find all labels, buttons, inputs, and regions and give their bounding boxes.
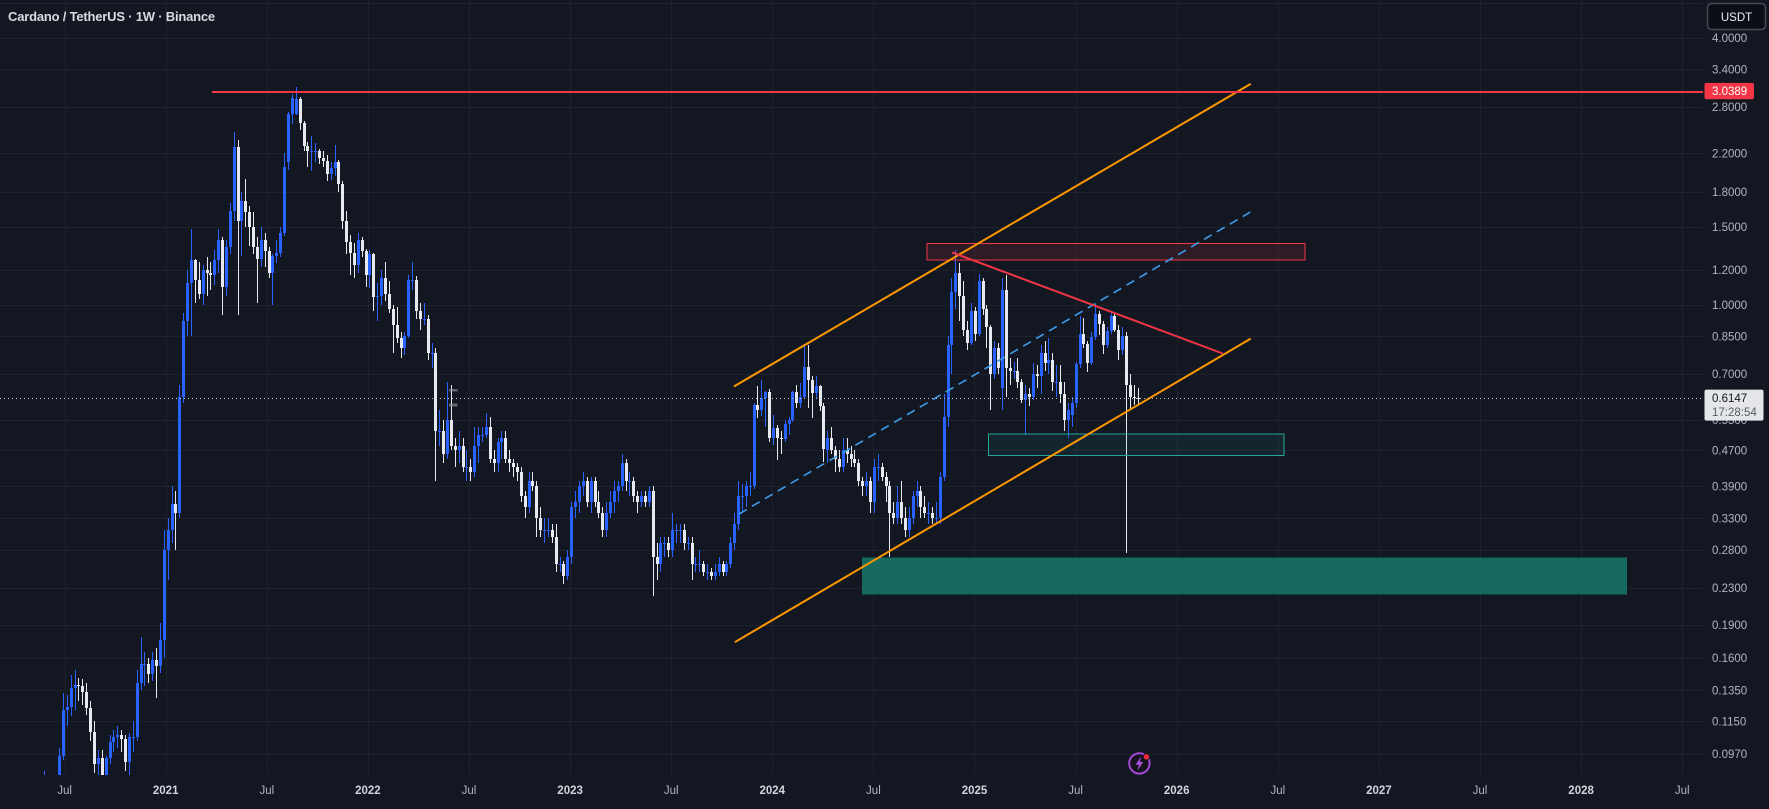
svg-text:Jul: Jul	[259, 785, 274, 797]
svg-text:0.1150: 0.1150	[1712, 716, 1746, 728]
svg-text:2022: 2022	[355, 785, 381, 797]
svg-text:Jul: Jul	[462, 785, 477, 797]
svg-text:2028: 2028	[1568, 785, 1594, 797]
svg-text:Jul: Jul	[664, 785, 679, 797]
svg-text:0.1900: 0.1900	[1712, 620, 1747, 632]
svg-text:2025: 2025	[962, 785, 988, 797]
svg-text:17:28:54: 17:28:54	[1712, 407, 1757, 419]
svg-text:Jul: Jul	[1473, 785, 1488, 797]
svg-text:0.8500: 0.8500	[1712, 331, 1747, 343]
svg-text:Jul: Jul	[866, 785, 881, 797]
svg-text:2021: 2021	[153, 785, 179, 797]
svg-text:0.3900: 0.3900	[1712, 481, 1747, 493]
svg-text:2.8000: 2.8000	[1712, 102, 1747, 114]
svg-text:0.3300: 0.3300	[1712, 514, 1747, 526]
svg-text:Jul: Jul	[1068, 785, 1083, 797]
svg-text:1.5000: 1.5000	[1712, 222, 1747, 234]
svg-text:2026: 2026	[1164, 785, 1190, 797]
svg-text:Jul: Jul	[1675, 785, 1690, 797]
svg-text:USDT: USDT	[1721, 12, 1752, 24]
svg-text:0.4700: 0.4700	[1712, 445, 1747, 457]
svg-text:Cardano / TetherUS · 1W · Bina: Cardano / TetherUS · 1W · Binance	[8, 9, 215, 24]
svg-text:2024: 2024	[760, 785, 786, 797]
svg-text:1.8000: 1.8000	[1712, 187, 1747, 199]
svg-text:2.2000: 2.2000	[1712, 148, 1747, 160]
svg-text:0.1600: 0.1600	[1712, 653, 1747, 665]
svg-text:3.0389: 3.0389	[1712, 86, 1747, 98]
svg-text:4.0000: 4.0000	[1712, 33, 1747, 45]
svg-text:0.6147: 0.6147	[1712, 393, 1747, 405]
svg-text:0.2300: 0.2300	[1712, 583, 1747, 595]
svg-text:0.7000: 0.7000	[1712, 369, 1747, 381]
svg-text:0.1350: 0.1350	[1712, 686, 1747, 698]
svg-text:Jul: Jul	[57, 785, 72, 797]
svg-text:2027: 2027	[1366, 785, 1392, 797]
svg-text:1.2000: 1.2000	[1712, 265, 1747, 277]
svg-text:1.0000: 1.0000	[1712, 300, 1747, 312]
svg-text:0.2800: 0.2800	[1712, 545, 1747, 557]
svg-text:3.4000: 3.4000	[1712, 65, 1747, 77]
svg-text:2023: 2023	[557, 785, 583, 797]
svg-text:0.0970: 0.0970	[1712, 749, 1747, 761]
svg-text:Jul: Jul	[1270, 785, 1285, 797]
